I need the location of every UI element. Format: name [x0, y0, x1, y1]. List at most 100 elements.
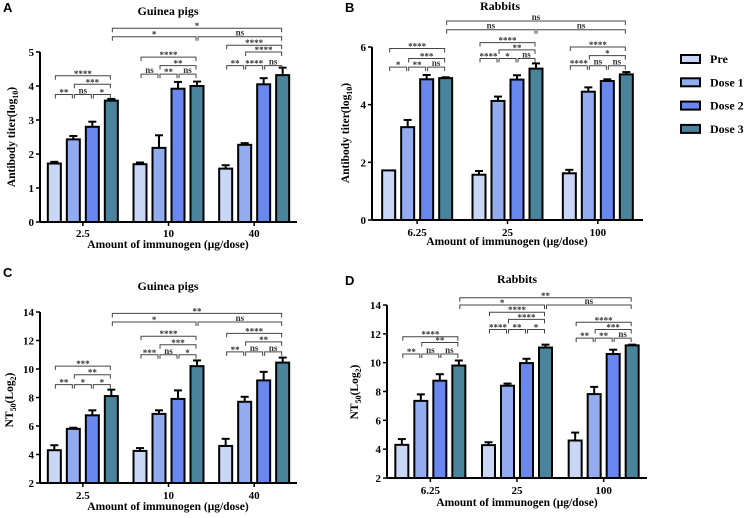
significance-bracket: [459, 297, 632, 302]
legend-label: Dose 2: [710, 99, 744, 113]
y-tick-label: 3: [29, 115, 35, 127]
significance-label: ns: [79, 86, 88, 96]
bar-dose-2: [432, 379, 448, 479]
significance-label: *: [81, 378, 86, 388]
y-axis-label-part: ): [349, 364, 361, 368]
significance-bracket: [527, 329, 545, 334]
x-tick-label: 25: [512, 485, 524, 497]
x-axis-label: Amount of immunogen (μg/dose): [436, 497, 598, 509]
bar-pre: [132, 163, 148, 223]
significance-label: *: [605, 49, 610, 59]
y-tick-label: 4: [361, 100, 367, 112]
significance-label: ns: [269, 57, 278, 67]
legend-swatch: [680, 100, 701, 111]
significance-bracket: [569, 46, 626, 51]
y-axis-label-part: Antibody titer(log: [340, 94, 352, 183]
chart-title: Guinea pigs: [137, 4, 198, 18]
legend: Pre Dose 1 Dose 2 Dose 3: [680, 52, 744, 136]
significance-label: ****: [245, 59, 264, 69]
significance-label: **: [580, 331, 590, 341]
significance-bracket: [479, 42, 536, 47]
y-tick-label: 14: [370, 300, 382, 312]
significance-label: *: [396, 60, 401, 70]
significance-bracket: [140, 354, 159, 359]
significance-label: ns: [577, 21, 586, 31]
y-axis-label-part: Antibody titer(log: [6, 98, 18, 187]
significance-label: ***: [143, 348, 157, 358]
significance-bracket: [226, 65, 245, 70]
significance-label: ns: [585, 296, 594, 306]
bar-pre: [481, 444, 496, 480]
significance-bracket: [489, 329, 507, 334]
significance-label: **: [231, 59, 241, 69]
significance-bracket: [264, 351, 283, 356]
significance-bracket: [54, 384, 73, 389]
x-tick-label: 6.25: [408, 227, 428, 239]
bar-pre: [471, 173, 487, 222]
bar-dose-3: [451, 364, 467, 479]
bar-dose-2: [509, 78, 525, 221]
significance-bracket: [73, 83, 111, 89]
significance-bracket: [92, 384, 111, 389]
significance-label: ns: [594, 57, 603, 67]
significance-label: ***: [76, 359, 90, 369]
significance-label: **: [231, 345, 241, 355]
y-tick-label: 14: [23, 307, 35, 319]
significance-label: *: [500, 298, 505, 308]
significance-label: **: [541, 291, 551, 301]
y-tick-label: 2: [376, 473, 382, 485]
significance-bracket: [459, 304, 545, 309]
significance-label: ****: [408, 41, 427, 51]
y-tick-label: 0: [29, 217, 35, 229]
y-tick-label: 10: [370, 358, 382, 370]
significance-bracket: [517, 58, 536, 63]
significance-bracket: [264, 65, 283, 70]
y-axis-label-part: 10: [11, 91, 20, 99]
legend-label: Dose 1: [710, 75, 744, 89]
bar-pre: [561, 172, 577, 221]
x-tick-label: 10: [163, 490, 175, 502]
significance-label: ****: [570, 59, 589, 69]
significance-bracket: [389, 66, 408, 72]
significance-bracket: [446, 20, 626, 26]
significance-bracket: [140, 56, 197, 62]
significance-bracket: [178, 354, 197, 359]
y-axis-label-part: (Log: [349, 372, 361, 395]
significance-bracket: [226, 44, 283, 50]
significance-bracket: [508, 329, 526, 334]
significance-label: ****: [255, 45, 274, 55]
significance-label: ***: [606, 323, 620, 333]
bar-dose-2: [605, 353, 621, 479]
bar-pre: [132, 449, 148, 484]
y-tick-label: 2: [361, 157, 367, 169]
y-tick-label: 2: [29, 478, 35, 490]
significance-bracket: [226, 351, 245, 356]
y-axis-label: NT50(Log2): [349, 364, 363, 419]
y-axis-label-part: ): [6, 87, 18, 91]
y-axis-label-part: 2: [354, 368, 363, 372]
panel-letter: D: [345, 273, 354, 288]
significance-label: ns: [613, 57, 622, 67]
legend-label: Pre: [710, 52, 728, 66]
significance-bracket: [73, 384, 92, 389]
significance-bracket: [178, 73, 197, 79]
bar-dose-1: [490, 99, 506, 221]
significance-bracket: [446, 29, 536, 34]
bar-dose-2: [419, 78, 435, 221]
y-tick-label: 2: [29, 149, 35, 161]
y-axis-label: Antibody titer(log10): [6, 87, 20, 187]
x-axis-label: Amount of immunogen (μg/dose): [87, 239, 249, 251]
significance-bracket: [613, 337, 632, 343]
y-tick-label: 10: [23, 364, 35, 376]
x-tick-label: 10: [163, 228, 175, 240]
y-tick-label: 6: [361, 42, 367, 54]
y-axis-label-part: 10: [345, 87, 354, 95]
significance-bracket: [421, 353, 440, 359]
significance-label: ****: [589, 40, 608, 50]
significance-bracket: [159, 344, 197, 349]
significance-bracket: [140, 73, 159, 79]
significance-label: ns: [269, 343, 278, 353]
significance-bracket: [575, 321, 632, 327]
